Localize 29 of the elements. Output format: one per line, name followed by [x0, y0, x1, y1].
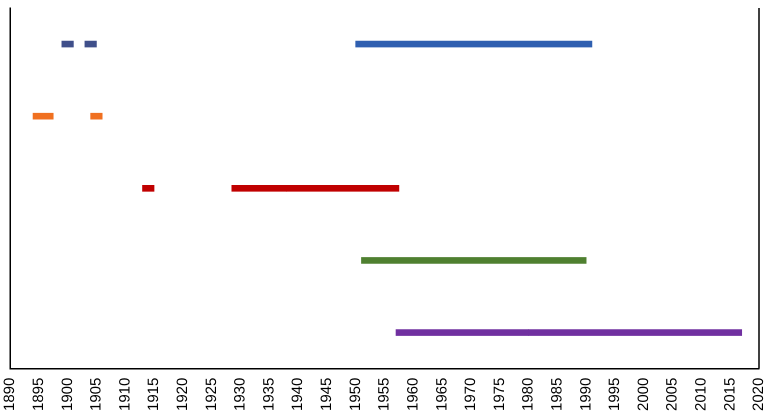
x-tick-label: 1890 — [1, 378, 18, 412]
x-tick-label: 1950 — [346, 378, 364, 412]
x-tick-label: 1935 — [260, 378, 278, 412]
x-tick-label: 1965 — [433, 378, 450, 412]
x-tick-label: 1960 — [404, 378, 422, 412]
x-tick-label: 1980 — [520, 378, 537, 412]
x-tick-label: 1910 — [116, 378, 134, 412]
x-tick-label: 1990 — [577, 378, 594, 412]
x-tick-label: 2000 — [634, 378, 652, 412]
x-tick-label: 1970 — [462, 378, 480, 412]
x-tick-label: 1995 — [606, 378, 624, 412]
x-tick-label: 1955 — [376, 378, 393, 412]
x-tick-label: 1930 — [232, 378, 249, 412]
x-tick-label: 1920 — [174, 378, 191, 412]
x-tick-label: 1905 — [88, 378, 105, 412]
x-tick-label: 2005 — [664, 378, 681, 412]
x-tick-label: 1895 — [30, 378, 47, 412]
bar — [355, 40, 592, 48]
x-tick-label: 1915 — [145, 378, 162, 412]
x-tick-label: 1925 — [202, 378, 220, 412]
x-tick-label: 1900 — [58, 378, 76, 412]
x-tick-label: 2020 — [750, 378, 768, 412]
bar — [361, 257, 586, 264]
x-tick-label: 1940 — [289, 378, 306, 412]
x-tick-label: 2010 — [692, 378, 710, 412]
x-tick-label: 1945 — [318, 378, 336, 412]
x-tick-label: 1985 — [548, 378, 566, 412]
x-tick-label: 2015 — [721, 378, 738, 412]
x-tick-label: 1975 — [490, 378, 508, 412]
